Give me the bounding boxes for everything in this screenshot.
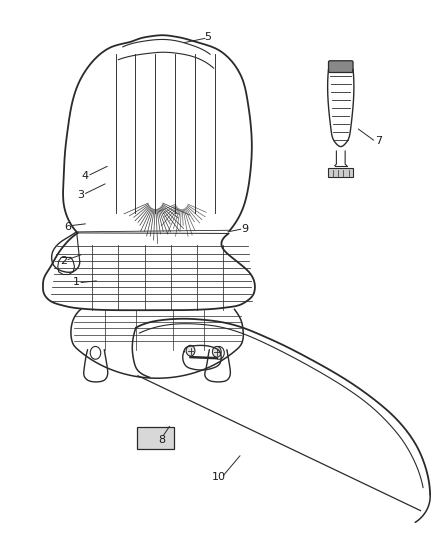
Text: 7: 7	[375, 136, 382, 146]
FancyBboxPatch shape	[137, 427, 174, 449]
FancyBboxPatch shape	[328, 61, 353, 72]
Text: 9: 9	[242, 224, 249, 234]
Text: 3: 3	[78, 190, 85, 199]
Text: 2: 2	[60, 256, 67, 266]
Circle shape	[186, 345, 195, 356]
Text: 1: 1	[73, 278, 80, 287]
FancyBboxPatch shape	[328, 168, 353, 177]
Text: 8: 8	[159, 435, 166, 445]
Text: 4: 4	[82, 171, 89, 181]
Circle shape	[212, 346, 221, 357]
Text: 6: 6	[64, 222, 71, 231]
Text: 5: 5	[205, 33, 212, 42]
Text: 10: 10	[212, 472, 226, 482]
